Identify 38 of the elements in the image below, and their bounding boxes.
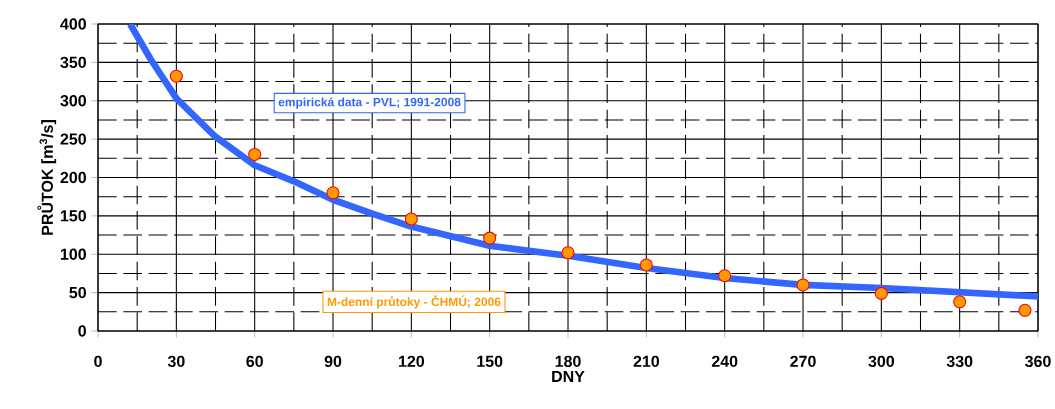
point (326, 186, 340, 200)
y-tick-label: 50 (69, 286, 86, 299)
point (248, 147, 262, 162)
text: empirická data - PVL; 1991-2008 (278, 97, 461, 109)
x-tick-label: 0 (94, 355, 102, 368)
x-tick-label: 360 (1025, 355, 1051, 368)
x-axis-title: DNY (552, 370, 585, 382)
x-tick-label: 300 (868, 355, 895, 368)
y-tick-label: 200 (60, 171, 86, 184)
x-tick-label: 330 (946, 355, 973, 368)
x-tick-label: 90 (324, 355, 342, 368)
point (639, 258, 653, 272)
text: M-denní průtoky - ČHMÚ; 2006 (327, 295, 501, 309)
x-tick-label: 210 (633, 355, 660, 368)
point (953, 295, 967, 309)
point (874, 286, 888, 300)
point (718, 269, 732, 283)
point (561, 246, 575, 260)
point (1018, 303, 1032, 317)
point (169, 69, 183, 83)
x-tick-label: 150 (477, 355, 503, 368)
x-tick-label: 120 (399, 355, 425, 368)
x-tick-label: 180 (555, 355, 581, 368)
point (796, 278, 810, 292)
y-tick-label: 150 (60, 210, 86, 222)
y-tick-label: 100 (60, 248, 86, 260)
y-tick-label: 350 (60, 56, 86, 69)
y-tick-label: 0 (78, 325, 86, 337)
x-tick-label: 60 (246, 355, 263, 368)
point (404, 212, 418, 226)
x-tick-label: 240 (711, 355, 738, 368)
y-tick-label: 400 (60, 18, 86, 30)
y-tick-label: 250 (60, 133, 86, 145)
point (483, 231, 497, 245)
y-tick-label: 300 (60, 95, 86, 107)
x-tick-label: 270 (790, 355, 816, 368)
y-axis-title: PRŮTOK [m$^{3}$/s] (37, 120, 57, 235)
x-tick-label: 30 (167, 355, 185, 368)
